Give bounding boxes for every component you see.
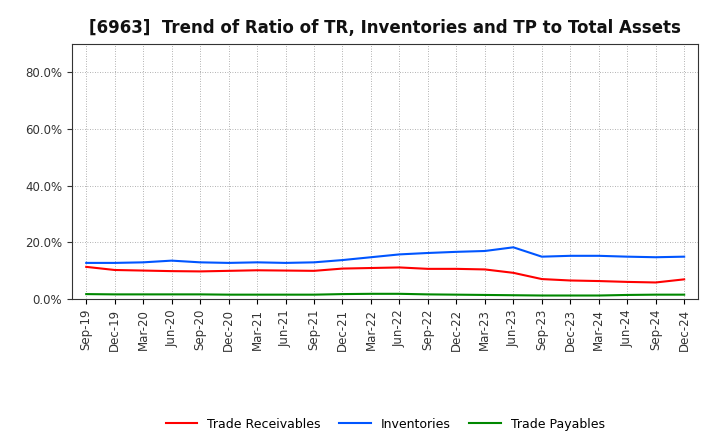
Legend: Trade Receivables, Inventories, Trade Payables: Trade Receivables, Inventories, Trade Pa… <box>161 413 610 436</box>
Trade Payables <box>253 292 261 297</box>
Inventories <box>480 248 489 253</box>
Trade Receivables <box>253 268 261 273</box>
Trade Payables <box>537 293 546 298</box>
Trade Receivables <box>509 270 518 275</box>
Trade Receivables <box>282 268 290 273</box>
Trade Receivables <box>423 266 432 271</box>
Inventories <box>167 258 176 263</box>
Trade Payables <box>423 292 432 297</box>
Trade Payables <box>509 293 518 298</box>
Trade Payables <box>680 292 688 297</box>
Trade Receivables <box>623 279 631 285</box>
Inventories <box>566 253 575 258</box>
Inventories <box>253 260 261 265</box>
Trade Payables <box>196 292 204 297</box>
Title: [6963]  Trend of Ratio of TR, Inventories and TP to Total Assets: [6963] Trend of Ratio of TR, Inventories… <box>89 19 681 37</box>
Trade Receivables <box>225 268 233 274</box>
Inventories <box>623 254 631 259</box>
Inventories <box>395 252 404 257</box>
Line: Trade Receivables: Trade Receivables <box>86 267 684 282</box>
Trade Receivables <box>652 280 660 285</box>
Trade Payables <box>110 292 119 297</box>
Trade Payables <box>167 292 176 297</box>
Inventories <box>338 257 347 263</box>
Trade Payables <box>282 292 290 297</box>
Inventories <box>110 260 119 266</box>
Trade Payables <box>338 291 347 297</box>
Trade Payables <box>310 292 318 297</box>
Trade Payables <box>366 291 375 297</box>
Line: Trade Payables: Trade Payables <box>86 294 684 296</box>
Trade Receivables <box>139 268 148 273</box>
Trade Receivables <box>680 277 688 282</box>
Trade Payables <box>82 291 91 297</box>
Trade Receivables <box>537 276 546 282</box>
Inventories <box>423 250 432 256</box>
Inventories <box>452 249 461 254</box>
Trade Receivables <box>566 278 575 283</box>
Trade Payables <box>139 292 148 297</box>
Trade Payables <box>623 292 631 297</box>
Trade Receivables <box>196 269 204 274</box>
Inventories <box>595 253 603 258</box>
Trade Payables <box>566 293 575 298</box>
Inventories <box>652 255 660 260</box>
Inventories <box>509 245 518 250</box>
Trade Receivables <box>110 268 119 273</box>
Trade Receivables <box>310 268 318 274</box>
Inventories <box>225 260 233 266</box>
Trade Payables <box>225 292 233 297</box>
Inventories <box>282 260 290 266</box>
Trade Payables <box>395 291 404 297</box>
Inventories <box>680 254 688 259</box>
Trade Payables <box>480 292 489 297</box>
Inventories <box>537 254 546 259</box>
Trade Receivables <box>167 268 176 274</box>
Inventories <box>139 260 148 265</box>
Trade Receivables <box>395 265 404 270</box>
Trade Payables <box>452 292 461 297</box>
Inventories <box>82 260 91 266</box>
Trade Receivables <box>452 266 461 271</box>
Inventories <box>310 260 318 265</box>
Inventories <box>196 260 204 265</box>
Trade Payables <box>595 293 603 298</box>
Trade Receivables <box>480 267 489 272</box>
Trade Receivables <box>338 266 347 271</box>
Inventories <box>366 255 375 260</box>
Trade Receivables <box>82 264 91 270</box>
Trade Receivables <box>595 279 603 284</box>
Trade Payables <box>652 292 660 297</box>
Trade Receivables <box>366 265 375 271</box>
Line: Inventories: Inventories <box>86 247 684 263</box>
